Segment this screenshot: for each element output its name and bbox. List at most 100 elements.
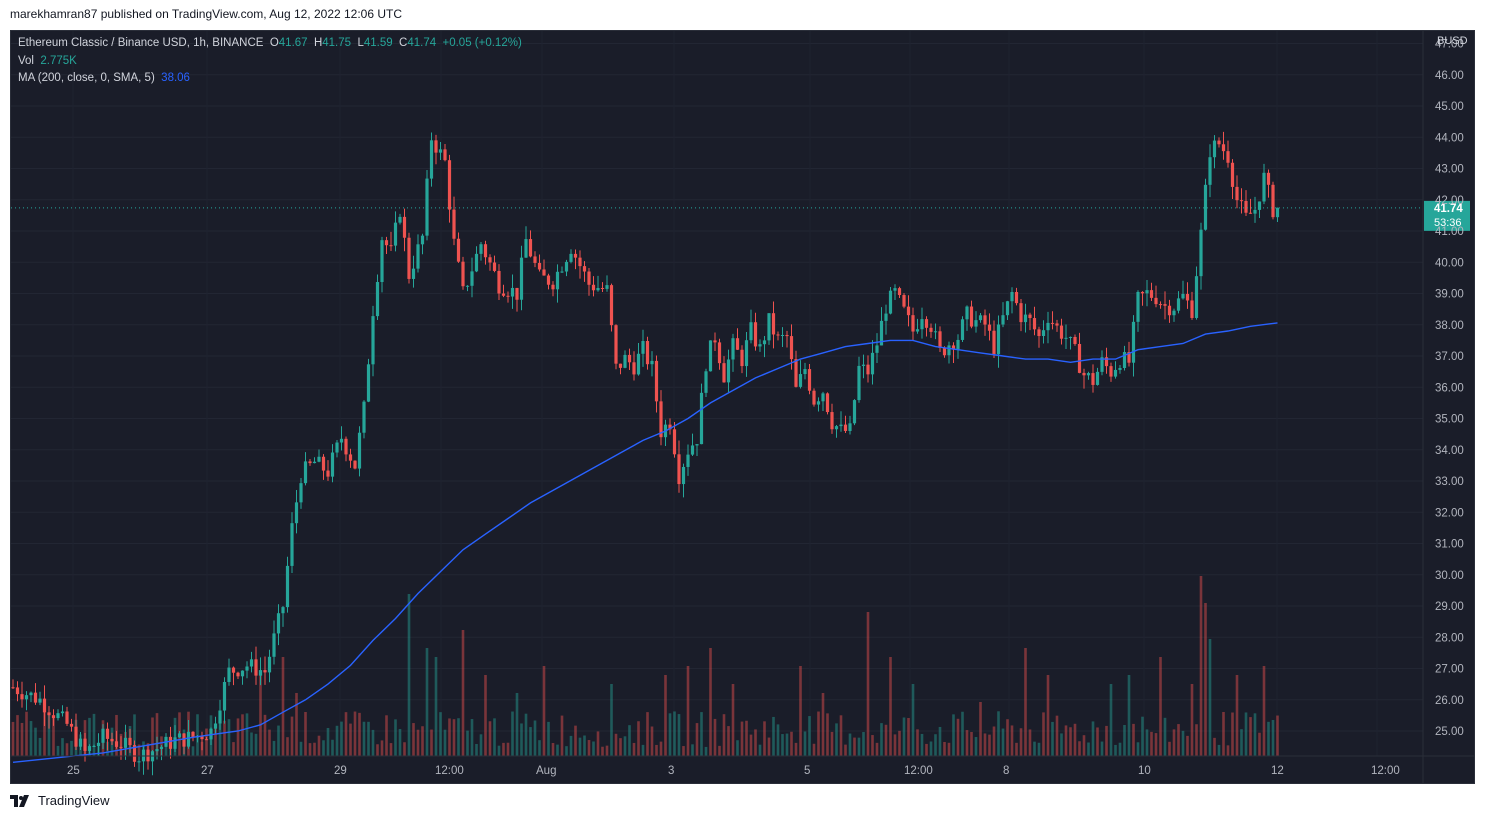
candle-body [443,149,447,161]
volume-bar [470,719,474,756]
volume-bar [1271,720,1275,756]
volume-bar [821,693,825,756]
volume-bar [898,730,901,756]
candle-body [92,745,96,747]
candle-body [924,319,929,328]
volume-bar [857,737,861,756]
volume-bar [749,734,753,756]
volume-bar [1163,717,1167,756]
candle-body [128,737,132,746]
footer-brand[interactable]: TradingView [10,793,110,808]
volume-bar [961,711,964,756]
price-chart[interactable]: 41.74 53:36 25.00 26.00 27.00 28.00 29.00 30.0… [11,31,1474,783]
candle-body [578,257,582,267]
volume-bar [916,729,919,756]
volume-bar [259,675,262,756]
candle-body [1001,315,1005,325]
candle-body [798,374,803,387]
candle-body [366,364,371,402]
volume-bar [412,723,415,756]
volume-bar [286,737,289,756]
volume-bar [722,714,726,756]
volume-bar [677,714,681,756]
candle-body [267,656,272,673]
candle-body [1131,321,1136,363]
candle-body [438,149,443,153]
volume-bar [731,684,735,756]
volume-bar [416,729,420,756]
candle-body [245,666,249,671]
candle-body [1266,172,1271,185]
volume-bar [65,743,69,756]
candle-body [1136,291,1140,322]
volume-bar [349,723,352,756]
volume-bar [502,742,505,756]
candle-body [204,739,209,741]
volume-bar [1150,731,1153,756]
candle-body [1073,336,1077,344]
volume-bar [376,744,379,756]
ma-layer [12,322,1278,763]
volume-bar [740,721,744,756]
volume-bar [263,714,267,756]
candle-body [870,352,875,375]
volume-bar [277,725,280,756]
candle-body [1208,157,1212,185]
volume-bar [812,743,816,756]
candle-body [1100,357,1104,372]
candle-body [1014,292,1019,304]
candle-body [821,393,825,402]
chart-frame[interactable]: 41.74 53:36 25.00 26.00 27.00 28.00 29.00 30.0… [10,30,1475,784]
volume-bar [16,715,19,756]
volume-bar [1132,723,1135,756]
candle-body [1113,369,1118,377]
candle-body [1118,368,1122,370]
volume-bar [682,746,685,756]
volume-bar [880,723,883,756]
candle-body [452,209,456,239]
y-tick-label: 31.00 [1435,539,1464,551]
candle-body [573,253,578,258]
volume-bar [335,725,339,756]
y-tick-label: 33.00 [1435,476,1464,488]
volume-bar [434,657,438,756]
candle-body [348,454,353,461]
candle-body [209,728,213,740]
candle-body [1005,301,1010,316]
volume-bar [52,716,55,756]
volume-bar [398,729,402,756]
volume-bar [484,675,487,756]
volume-bar [403,742,406,756]
volume-bar [1276,715,1279,756]
candle-body [627,354,632,363]
volume-bar [601,746,604,756]
candle-body [74,726,78,747]
candle-body [632,362,636,375]
candle-body [1145,290,1149,294]
y-tick-label: 25.00 [1435,726,1464,738]
candle-body [506,295,510,297]
y-tick-label: 42.00 [1435,195,1464,207]
candle-body [906,306,911,316]
chart-legend: Ethereum Classic / Binance USD, 1h, BINA… [18,35,522,88]
candle-body [132,745,137,762]
volume-bar [1154,733,1158,756]
last-price-label: 41.74 [1434,203,1463,215]
candle-body [636,353,641,375]
volume-bar [1105,725,1108,756]
volume-bar [38,737,42,756]
volume-bar [1064,725,1068,756]
volume-bar [11,721,15,756]
volume-bar [623,736,627,756]
volume-bar [772,716,775,756]
volume-bar [407,594,411,756]
candle-body [690,445,695,455]
candle-body [429,140,434,179]
candle-body [794,359,798,387]
volume-bar [1258,732,1261,756]
volume-bar [808,716,811,756]
volume-bar [925,743,928,756]
volume-bar [515,693,519,756]
volume-bar [1231,712,1234,756]
y-tick-label: 35.00 [1435,414,1464,426]
